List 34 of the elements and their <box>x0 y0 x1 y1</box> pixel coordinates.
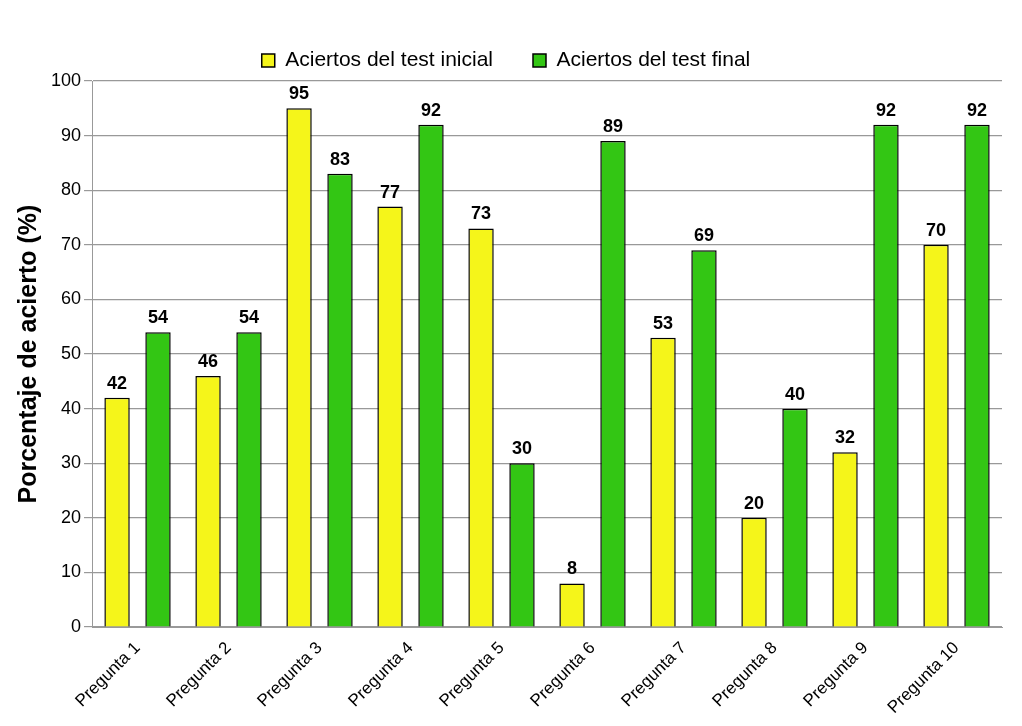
y-tick-label: 40 <box>61 397 82 418</box>
data-label: 53 <box>653 312 674 333</box>
y-tick-label: 20 <box>61 506 82 527</box>
y-tick-label: 50 <box>61 343 82 364</box>
y-tick-label: 30 <box>61 452 82 473</box>
data-label: 70 <box>926 219 947 240</box>
y-tick-label: 100 <box>50 69 82 90</box>
data-label: 54 <box>238 307 260 328</box>
data-label: 95 <box>289 83 310 104</box>
data-label: 89 <box>602 116 623 137</box>
data-label: 32 <box>835 427 856 448</box>
data-label: 20 <box>744 492 765 513</box>
legend-label: Aciertos del test inicial <box>285 47 494 71</box>
data-label: 77 <box>380 181 401 202</box>
data-label: 92 <box>875 99 896 120</box>
y-tick-label: 60 <box>61 288 82 309</box>
data-label: 92 <box>420 99 442 120</box>
y-axis-title: Porcentaje de acierto (%) <box>12 204 41 504</box>
data-label: 46 <box>198 350 219 371</box>
y-tick-label: 90 <box>61 124 82 145</box>
data-label: 92 <box>966 99 987 120</box>
data-label: 69 <box>693 225 714 246</box>
y-tick-label: 0 <box>71 616 82 637</box>
legend-label: Aciertos del test final <box>556 47 751 71</box>
data-label: 73 <box>471 203 492 224</box>
data-label: 83 <box>329 148 351 169</box>
y-tick-label: 10 <box>61 561 82 582</box>
data-label: 8 <box>567 558 578 579</box>
y-tick-label: 80 <box>61 179 82 200</box>
data-label: 30 <box>511 438 533 459</box>
data-label: 54 <box>147 307 169 328</box>
data-label: 40 <box>784 383 805 404</box>
y-tick-label: 70 <box>61 233 82 254</box>
data-label: 42 <box>107 372 128 393</box>
